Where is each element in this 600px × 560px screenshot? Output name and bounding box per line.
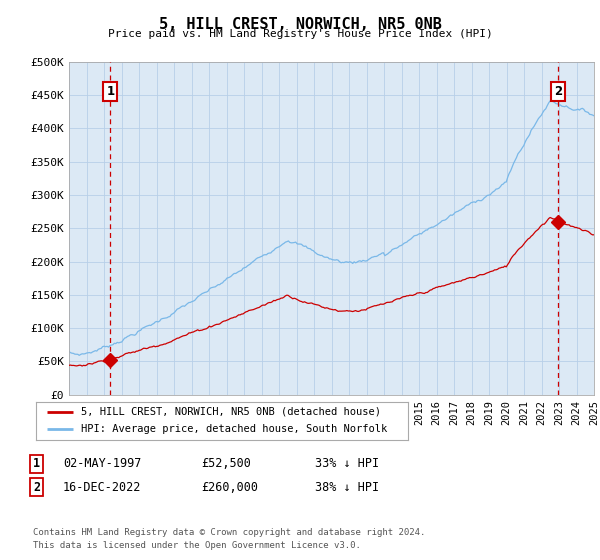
Text: 5, HILL CREST, NORWICH, NR5 0NB: 5, HILL CREST, NORWICH, NR5 0NB [158, 17, 442, 32]
Text: 1: 1 [33, 457, 40, 470]
Text: 38% ↓ HPI: 38% ↓ HPI [315, 480, 379, 494]
Text: Contains HM Land Registry data © Crown copyright and database right 2024.
This d: Contains HM Land Registry data © Crown c… [33, 529, 425, 550]
Text: 33% ↓ HPI: 33% ↓ HPI [315, 457, 379, 470]
Text: 5, HILL CREST, NORWICH, NR5 0NB (detached house): 5, HILL CREST, NORWICH, NR5 0NB (detache… [80, 407, 380, 417]
Text: 2: 2 [33, 480, 40, 494]
Text: Price paid vs. HM Land Registry's House Price Index (HPI): Price paid vs. HM Land Registry's House … [107, 29, 493, 39]
Text: 1: 1 [106, 85, 115, 98]
Text: 16-DEC-2022: 16-DEC-2022 [63, 480, 142, 494]
Text: 02-MAY-1997: 02-MAY-1997 [63, 457, 142, 470]
Text: £52,500: £52,500 [201, 457, 251, 470]
Text: £260,000: £260,000 [201, 480, 258, 494]
Text: 2: 2 [554, 85, 562, 98]
Text: HPI: Average price, detached house, South Norfolk: HPI: Average price, detached house, Sout… [80, 424, 387, 435]
